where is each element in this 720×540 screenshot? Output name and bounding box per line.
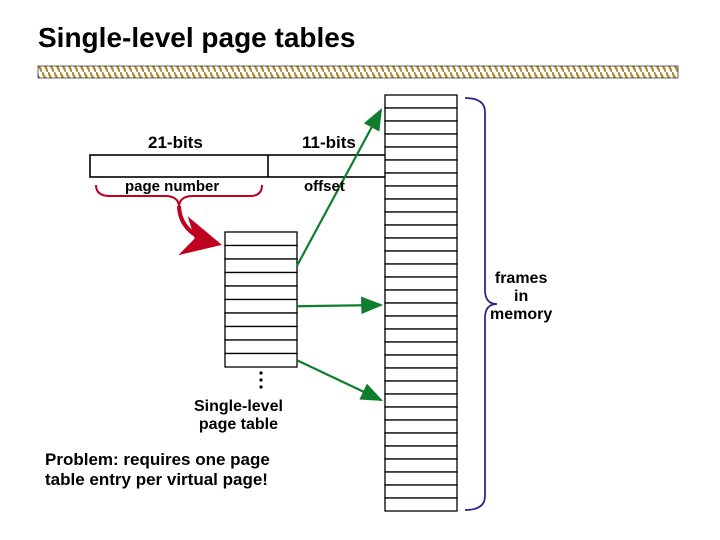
- page-table-label: Single-level page table: [194, 398, 283, 434]
- title-underline: [38, 66, 678, 78]
- bits11-label: 11-bits: [302, 133, 356, 153]
- memory-frames: [385, 95, 457, 511]
- frames-label: frames in memory: [490, 270, 552, 324]
- problem-text: Problem: requires one page table entry p…: [45, 450, 270, 490]
- page-number-arrow: [179, 206, 218, 244]
- page-table-ellipsis: [259, 371, 262, 388]
- offset-label: offset: [304, 178, 345, 195]
- slide: Single-level page tables: [0, 0, 720, 540]
- bits21-label: 21-bits: [148, 133, 203, 153]
- page-table: [225, 232, 297, 367]
- address-box: [90, 155, 390, 177]
- mapping-arrows: [297, 110, 381, 400]
- page-number-label: page number: [125, 178, 219, 195]
